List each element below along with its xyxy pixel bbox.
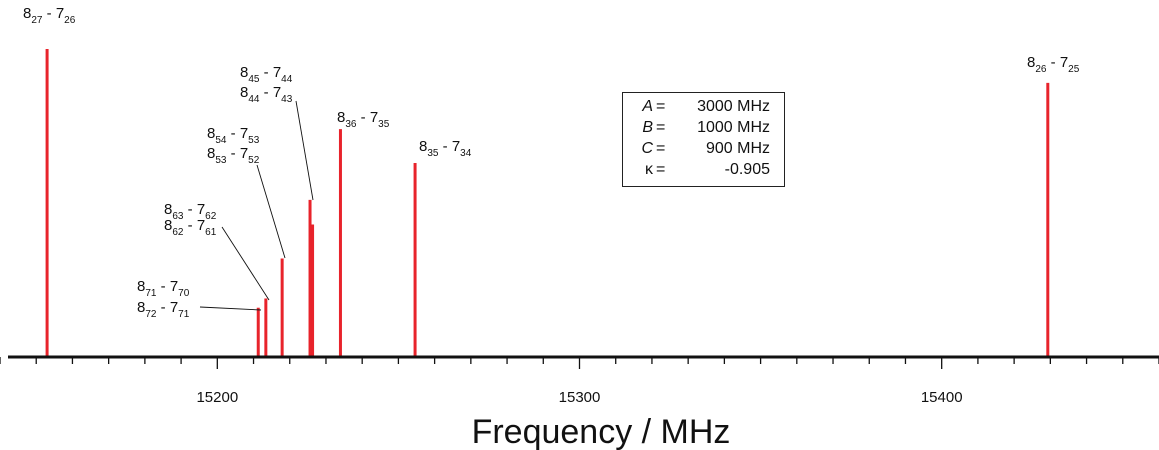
transition-label: 853 - 752 bbox=[207, 145, 260, 166]
transition-label: 835 - 734 bbox=[419, 138, 472, 159]
param-value: 3000 MHz bbox=[697, 98, 770, 115]
param-equals: = bbox=[656, 98, 666, 115]
x-axis-title: Frequency / MHz bbox=[472, 413, 731, 450]
leader-line-2 bbox=[256, 164, 286, 259]
transition-label: 872 - 771 bbox=[137, 299, 190, 320]
param-row-b: B = 1000 MHz bbox=[623, 117, 784, 138]
param-equals: = bbox=[656, 161, 666, 178]
transition-label: 862 - 761 bbox=[164, 217, 217, 238]
transition-label: 844 - 743 bbox=[240, 84, 293, 105]
param-equals: = bbox=[656, 140, 666, 157]
param-row-a: A = 3000 MHz bbox=[623, 96, 784, 117]
transition-label: 863 - 762 bbox=[164, 201, 217, 222]
param-name: C bbox=[641, 140, 653, 157]
leader-line-3 bbox=[221, 226, 270, 301]
leader-line-1 bbox=[295, 100, 314, 201]
transition-label: 836 - 735 bbox=[337, 109, 390, 130]
param-row-c: C = 900 MHz bbox=[623, 138, 784, 159]
transition-label: 871 - 770 bbox=[137, 278, 190, 299]
param-equals: = bbox=[656, 119, 666, 136]
transition-label: 845 - 744 bbox=[240, 64, 293, 85]
param-name: A bbox=[642, 98, 653, 115]
x-tick-label: 15200 bbox=[196, 389, 238, 406]
spectral-lines bbox=[45, 49, 1050, 357]
param-value: 1000 MHz bbox=[697, 119, 770, 136]
param-row-kappa: κ = -0.905 bbox=[623, 159, 784, 180]
param-value: 900 MHz bbox=[705, 140, 770, 157]
transition-label: 854 - 753 bbox=[207, 125, 260, 146]
param-name: κ bbox=[645, 161, 653, 178]
transition-label: 826 - 725 bbox=[1027, 54, 1080, 75]
x-tick-label: 15300 bbox=[559, 389, 601, 406]
param-value: -0.905 bbox=[724, 161, 770, 178]
x-axis: 15200 15300 15400 bbox=[0, 355, 1159, 406]
transition-label: 827 - 726 bbox=[23, 5, 76, 26]
x-tick-label: 15400 bbox=[921, 389, 963, 406]
rotational-constants-box: A = 3000 MHz B = 1000 MHz C = 900 MHz κ … bbox=[622, 92, 785, 187]
annotation-leaders bbox=[199, 100, 314, 311]
param-name: B bbox=[642, 119, 653, 136]
leader-line-4 bbox=[199, 306, 262, 311]
